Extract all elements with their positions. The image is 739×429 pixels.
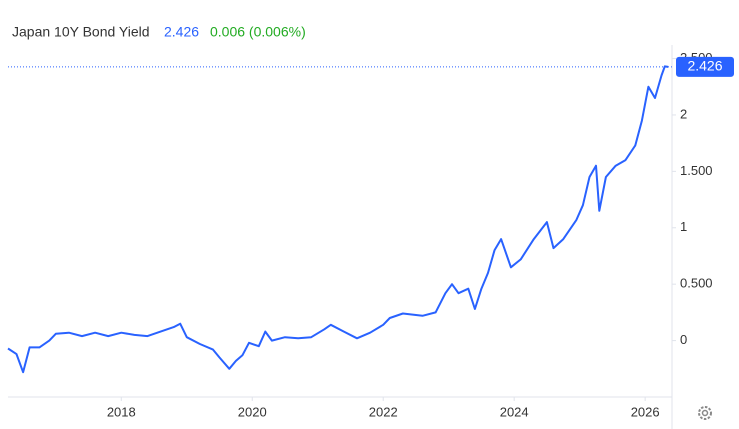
x-tick-label: 2022 [369,404,398,419]
y-tick-label: 1 [680,219,687,234]
x-tick-label: 2024 [500,404,529,419]
last-value-label: 2.426 [687,58,722,74]
y-tick-label: 0.500 [680,276,713,291]
change: 0.006 (0.006%) [210,24,306,40]
x-tick-label: 2020 [238,404,267,419]
series-line [7,65,669,374]
x-tick-label: 2018 [107,404,136,419]
y-tick-label: 1.500 [680,163,713,178]
last-value-box [676,56,734,77]
gear [698,406,712,420]
gear-hub [701,409,709,417]
y-tick-label: 0 [680,332,687,347]
last-value: 2.426 [164,24,199,40]
x-tick-label: 2026 [631,404,660,419]
chart-title: Japan 10Y Bond Yield [12,24,150,40]
settings-icon[interactable] [698,406,712,420]
y-tick-label: 2 [680,106,687,121]
